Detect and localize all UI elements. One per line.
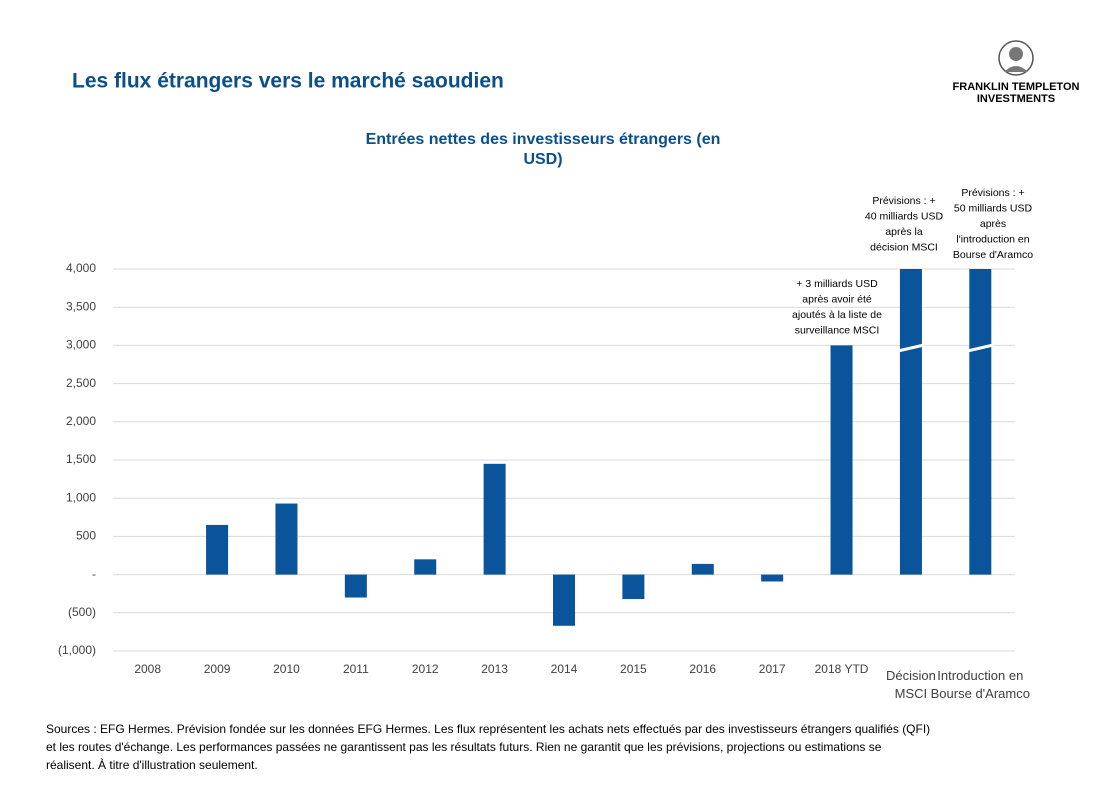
y-tick-label: 1,000 — [66, 490, 96, 504]
axis-break — [897, 343, 925, 353]
bar — [206, 524, 229, 575]
bar — [483, 463, 506, 575]
bar — [691, 563, 714, 575]
x-tick-label: 2017 — [759, 662, 786, 676]
x-tick-label: 2018 YTD — [815, 662, 869, 676]
x-tick-label: 2009 — [204, 662, 231, 676]
annotation: surveillance MSCI — [795, 324, 880, 336]
logo-text: INVESTMENTS — [977, 93, 1055, 105]
y-tick-label: (1,000) — [58, 643, 96, 657]
bar — [275, 503, 298, 575]
chart-title: Entrées nettes des investisseurs étrange… — [366, 131, 721, 148]
annotation: après la — [885, 226, 923, 238]
slide-title: Les flux étrangers vers le marché saoudi… — [72, 70, 504, 93]
y-tick-label: 2,500 — [66, 376, 96, 390]
annotation: Prévisions : + — [961, 187, 1024, 199]
annotation: l'introduction en — [956, 233, 1029, 245]
bar — [414, 559, 437, 575]
y-tick-label: 500 — [76, 529, 96, 543]
y-tick-label: 1,500 — [66, 452, 96, 466]
bar — [899, 269, 922, 575]
bar — [761, 574, 784, 582]
x-tick-label: 2016 — [689, 662, 716, 676]
x-tick-label: 2012 — [412, 662, 439, 676]
y-tick-label: 3,500 — [66, 299, 96, 313]
y-tick-label: (500) — [68, 605, 96, 619]
annotation: après avoir été — [802, 293, 872, 305]
annotation: 50 milliards USD — [954, 202, 1033, 214]
annotation: ajoutés à la liste de — [792, 309, 882, 321]
footnote: Sources : EFG Hermes. Prévision fondée s… — [46, 722, 930, 736]
x-tick-label: 2010 — [273, 662, 300, 676]
bar — [830, 345, 853, 575]
logo-icon — [1009, 47, 1023, 61]
x-tick-label: 2013 — [481, 662, 508, 676]
axis-break — [966, 343, 994, 353]
annotation: 40 milliards USD — [865, 210, 944, 222]
x-tick-label: 2011 — [343, 662, 369, 676]
annotation: Prévisions : + — [872, 195, 935, 207]
logo: FRANKLIN TEMPLETON INVESTMENTS — [953, 40, 1080, 105]
bar — [622, 574, 645, 600]
annotation: + 3 milliards USD — [796, 278, 878, 290]
x-tick-label: 2008 — [134, 662, 161, 676]
x-tick-label: Introduction en Bourse d'Aramco — [931, 668, 1030, 701]
x-tick-label: 2014 — [551, 662, 578, 676]
x-tick-label: 2015 — [620, 662, 647, 676]
footnote: et les routes d'échange. Les performance… — [46, 740, 882, 754]
bar — [553, 574, 575, 626]
y-tick-label: 2,000 — [66, 414, 96, 428]
x-tick-label: Décision MSCI — [886, 668, 936, 701]
annotation: Bourse d'Aramco — [953, 249, 1033, 261]
logo-icon — [1004, 66, 1028, 72]
bar — [344, 574, 367, 598]
y-tick-label: - — [92, 567, 96, 581]
annotation: après — [980, 218, 1006, 230]
y-tick-label: 4,000 — [66, 261, 96, 275]
footnote: réalisent. À titre d'illustration seulem… — [46, 757, 258, 772]
logo-text: FRANKLIN TEMPLETON — [953, 81, 1080, 93]
y-tick-label: 3,000 — [66, 338, 96, 352]
chart-title: USD) — [523, 151, 562, 168]
annotation: décision MSCI — [870, 241, 938, 253]
